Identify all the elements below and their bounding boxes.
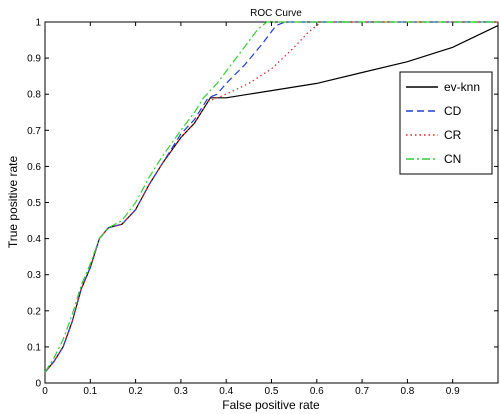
x-tick-label: 0.3 — [174, 386, 188, 397]
y-tick-label: 1 — [35, 18, 41, 29]
legend-label: CN — [444, 152, 461, 166]
series-line-CN — [44, 21, 498, 373]
legend-box — [399, 71, 493, 175]
y-tick-label: 0.9 — [27, 54, 41, 65]
legend: ev-knn CD CR CN — [399, 71, 493, 175]
legend-label: CR — [444, 128, 462, 142]
series-line-CR — [44, 21, 498, 373]
x-tick-label: 0.1 — [83, 386, 97, 397]
x-tick-label: 0.5 — [265, 386, 279, 397]
y-tick-label: 0.5 — [27, 198, 41, 209]
x-tick-label: 0 — [42, 386, 48, 397]
series-lines — [44, 21, 499, 373]
y-tick-label: 0.8 — [27, 90, 41, 101]
y-tick-label: 0.4 — [27, 234, 41, 245]
x-tick-label: 0.9 — [446, 386, 460, 397]
x-tick-label: 0.2 — [129, 386, 143, 397]
y-tick-label: 0.2 — [27, 306, 41, 317]
y-tick-label: 0.6 — [27, 162, 41, 173]
x-tick-label: 0.6 — [310, 386, 324, 397]
legend-label: ev-knn — [444, 80, 480, 94]
y-tick-label: 0.1 — [27, 342, 41, 353]
y-axis-title: True positive rate — [6, 156, 20, 249]
y-tick-label: 0.3 — [27, 270, 41, 281]
chart-title: ROC Curve — [250, 8, 302, 19]
y-tick-label: 0 — [35, 379, 41, 390]
x-axis-title: False positive rate — [222, 398, 320, 412]
x-tick-label: 0.7 — [355, 386, 369, 397]
legend-label: CD — [444, 104, 462, 118]
x-tick-label: 0.4 — [219, 386, 233, 397]
y-tick-label: 0.7 — [27, 126, 41, 137]
x-tick-label: 0.8 — [400, 386, 414, 397]
axis-ticks: 0 0.1 0.2 0.3 0.4 0.5 0.6 0.7 0.8 0.9 0 0.1 0.2 0.3 0.… — [27, 18, 498, 397]
